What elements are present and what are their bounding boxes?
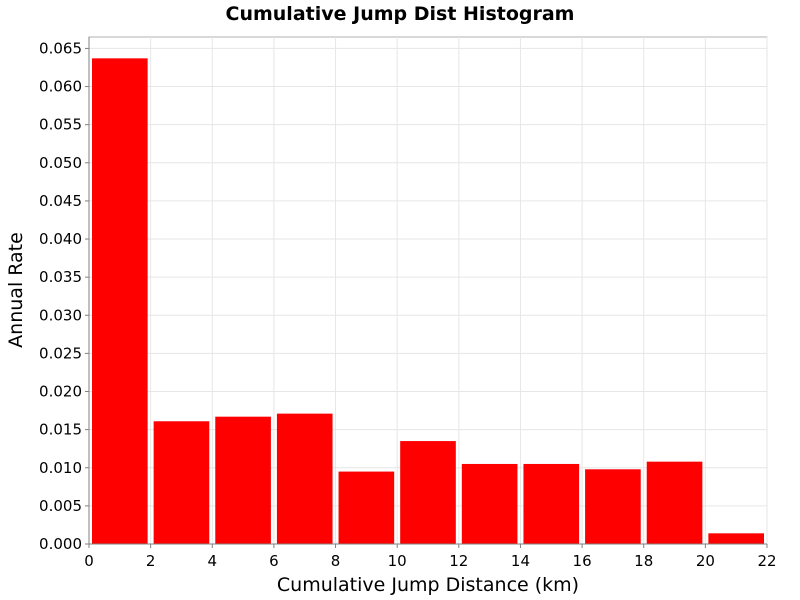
histogram-bar: [276, 413, 333, 544]
chart-title: Cumulative Jump Dist Histogram: [226, 3, 575, 25]
y-tick-label: 0.025: [39, 344, 82, 362]
histogram-bars: [92, 58, 764, 544]
x-tick-label: 8: [331, 552, 341, 570]
histogram-bar: [646, 461, 703, 544]
histogram-bar: [153, 421, 210, 544]
y-tick-label: 0.020: [39, 383, 82, 401]
y-tick-label: 0.035: [39, 268, 82, 286]
x-tick-label: 14: [511, 552, 530, 570]
y-tick-label: 0.010: [39, 459, 82, 477]
y-tick-label: 0.050: [39, 154, 82, 172]
y-tick-label: 0.060: [39, 78, 82, 96]
y-tick-label: 0.000: [39, 535, 82, 553]
histogram-bar: [708, 533, 764, 544]
x-tick-label: 0: [84, 552, 94, 570]
histogram-bar: [523, 463, 580, 544]
y-tick-label: 0.055: [39, 116, 82, 134]
histogram-bar: [215, 416, 271, 544]
histogram-bar: [92, 58, 148, 544]
x-tick-label: 6: [269, 552, 279, 570]
y-tick-label: 0.015: [39, 421, 82, 439]
y-axis-label: Annual Rate: [5, 232, 27, 348]
y-tick-label: 0.005: [39, 497, 82, 515]
x-axis-label: Cumulative Jump Distance (km): [277, 574, 579, 596]
x-axis-ticks: 0 2 4 6 8 10 12 14 16 18 20 22: [84, 544, 777, 570]
x-tick-label: 12: [449, 552, 468, 570]
y-tick-label: 0.040: [39, 230, 82, 248]
histogram-bar: [338, 471, 395, 544]
histogram-bar: [585, 469, 641, 544]
x-tick-label: 18: [634, 552, 653, 570]
y-tick-label: 0.045: [39, 192, 82, 210]
y-axis-ticks: 0.000 0.005 0.010 0.015 0.020 0.025 0.030 0.035…: [39, 39, 89, 553]
x-tick-label: 16: [573, 552, 592, 570]
y-tick-label: 0.065: [39, 39, 82, 57]
x-tick-label: 22: [757, 552, 776, 570]
histogram-bar: [461, 463, 518, 544]
y-tick-label: 0.030: [39, 306, 82, 324]
x-tick-label: 2: [146, 552, 156, 570]
x-tick-label: 10: [388, 552, 407, 570]
x-tick-label: 4: [207, 552, 217, 570]
x-tick-label: 20: [696, 552, 715, 570]
histogram-bar: [400, 441, 456, 544]
axes: [88, 37, 767, 545]
